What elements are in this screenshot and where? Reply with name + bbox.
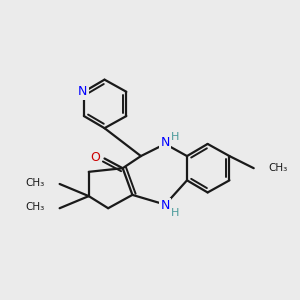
Text: CH₃: CH₃ [26,202,45,212]
Text: N: N [160,199,170,212]
Text: H: H [171,208,179,218]
Text: CH₃: CH₃ [268,163,287,173]
Text: N: N [160,136,170,149]
Text: O: O [90,151,100,164]
Text: H: H [171,132,179,142]
Text: CH₃: CH₃ [26,178,45,188]
Text: N: N [78,85,87,98]
